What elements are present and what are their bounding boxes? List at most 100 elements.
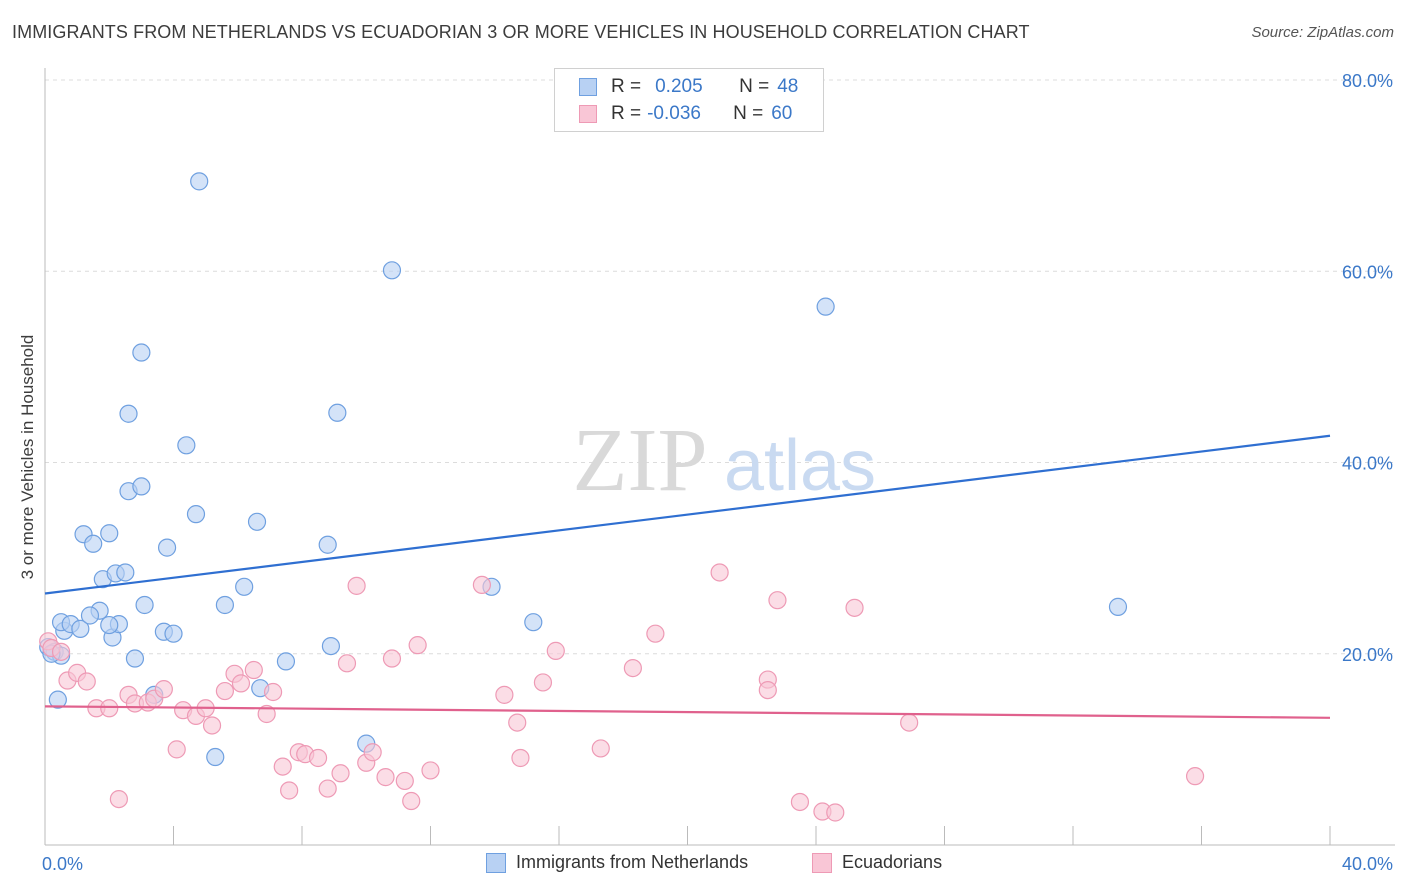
watermark-zip: ZIP	[573, 411, 708, 510]
netherlands-point	[125, 649, 145, 668]
axes	[44, 68, 1395, 846]
netherlands-point	[132, 343, 151, 362]
netherlands-point	[71, 619, 90, 638]
netherlands-point	[177, 436, 196, 455]
x-tick-label: 0.0%	[42, 854, 83, 874]
r-label: R =	[611, 103, 642, 124]
ecuadorians-point	[408, 636, 427, 655]
ecuadorians-point	[202, 716, 222, 735]
ecuadorians-point	[646, 624, 665, 643]
y-tick-label: 20.0%	[1342, 645, 1393, 665]
ecuadorians-point	[257, 704, 276, 724]
legend-item-netherlands[interactable]: Immigrants from Netherlands	[486, 852, 748, 873]
r-value: -0.036	[647, 103, 701, 124]
ecuadorians-point	[154, 680, 173, 699]
ecuadorians-point	[546, 641, 565, 660]
ecuadorians-point	[472, 575, 491, 595]
ecuadorians-point	[533, 673, 553, 692]
n-label: N =	[739, 76, 770, 97]
stats-row-ecuadorians: R = -0.036 N = 60	[555, 102, 792, 126]
ecuadorians-point	[768, 591, 787, 610]
ecuadorians-point	[382, 649, 402, 668]
netherlands-point	[524, 613, 543, 632]
ecuadorians-point	[363, 743, 382, 762]
ecuadorians-point	[308, 748, 328, 768]
ecuadorians-point	[109, 789, 128, 809]
netherlands-point	[48, 690, 67, 709]
legend-label-ecuadorians: Ecuadorians	[842, 852, 943, 872]
netherlands-point	[84, 534, 103, 553]
netherlands-legend-swatch	[486, 852, 506, 873]
netherlands-point	[247, 512, 267, 531]
series-ecuadorians-points	[39, 563, 1205, 822]
netherlands-point	[119, 404, 138, 423]
stats-legend: R = 0.205 N = 48 R = -0.036 N = 60	[554, 68, 824, 132]
ecuadorians-point	[758, 680, 777, 700]
netherlands-point	[321, 636, 341, 656]
netherlands-point	[235, 577, 254, 596]
ecuadorians-point	[790, 792, 810, 812]
ecuadorians-point	[395, 771, 414, 791]
ecuadorians-point	[845, 598, 864, 617]
netherlands-point	[132, 477, 151, 496]
netherlands-point	[190, 172, 209, 191]
netherlands-point	[164, 624, 183, 643]
ecuadorians-point	[495, 685, 514, 704]
netherlands-point	[382, 261, 402, 280]
netherlands-point	[318, 535, 337, 554]
netherlands-point	[186, 505, 206, 524]
ecuadorians-swatch	[579, 105, 597, 123]
ecuadorians-point	[376, 768, 395, 787]
netherlands-point	[100, 524, 119, 543]
ecuadorians-point	[511, 748, 530, 768]
ecuadorians-point	[244, 660, 263, 680]
netherlands-point	[116, 563, 135, 582]
ecuadorians-point	[77, 672, 96, 691]
ecuadorians-point	[215, 681, 234, 701]
ecuadorians-point	[100, 699, 119, 718]
ecuadorians-point	[273, 757, 292, 776]
netherlands-point	[135, 595, 154, 615]
ecuadorians-point	[337, 654, 357, 673]
legend-label-netherlands: Immigrants from Netherlands	[516, 852, 749, 872]
legend-item-ecuadorians[interactable]: Ecuadorians	[812, 852, 942, 873]
stats-row-netherlands: R = 0.205 N = 48	[555, 75, 798, 99]
netherlands-point	[157, 538, 177, 557]
netherlands-point	[100, 615, 119, 635]
ecuadorians-point	[280, 781, 299, 800]
ecuadorians-point	[167, 740, 186, 759]
ecuadorians-point	[331, 764, 350, 783]
chart-title: IMMIGRANTS FROM NETHERLANDS VS ECUADORIA…	[12, 22, 1030, 42]
ecuadorians-point	[826, 803, 845, 822]
netherlands-swatch	[579, 78, 597, 96]
y-tick-label: 80.0%	[1342, 71, 1393, 91]
ecuadorians-point	[1185, 767, 1205, 786]
trend-lines	[44, 434, 1331, 719]
ecuadorians-point	[347, 576, 366, 595]
netherlands-point	[80, 606, 100, 625]
tick-labels: 20.0% 40.0% 60.0% 80.0% 0.0% 40.0%	[42, 71, 1393, 874]
ecuadorians-point	[51, 642, 71, 661]
y-tick-label: 60.0%	[1342, 262, 1393, 282]
ecuadorians-point	[263, 682, 283, 702]
netherlands-point	[276, 652, 296, 671]
netherlands-point	[816, 297, 835, 316]
n-value: 60	[771, 103, 793, 124]
ecuadorians-point	[623, 658, 642, 678]
n-label: N =	[733, 103, 764, 124]
netherlands-point	[215, 595, 234, 615]
ecuadorians-point	[318, 779, 337, 798]
ecuadorians-point	[900, 713, 919, 732]
ecuadorians-point	[421, 761, 440, 780]
ecuadorians-point	[231, 674, 251, 693]
netherlands-point	[328, 403, 347, 422]
ecuadorians-point	[591, 739, 610, 758]
ecuadorians-point	[402, 791, 421, 811]
r-label: R =	[611, 76, 642, 97]
netherlands-trend-line	[44, 434, 1331, 595]
source-credit: Source: ZipAtlas.com	[1251, 24, 1394, 41]
ecuadorians-point	[710, 563, 729, 582]
ecuadorians-trend-line	[44, 705, 1331, 719]
watermark: ZIP atlas	[573, 411, 877, 510]
